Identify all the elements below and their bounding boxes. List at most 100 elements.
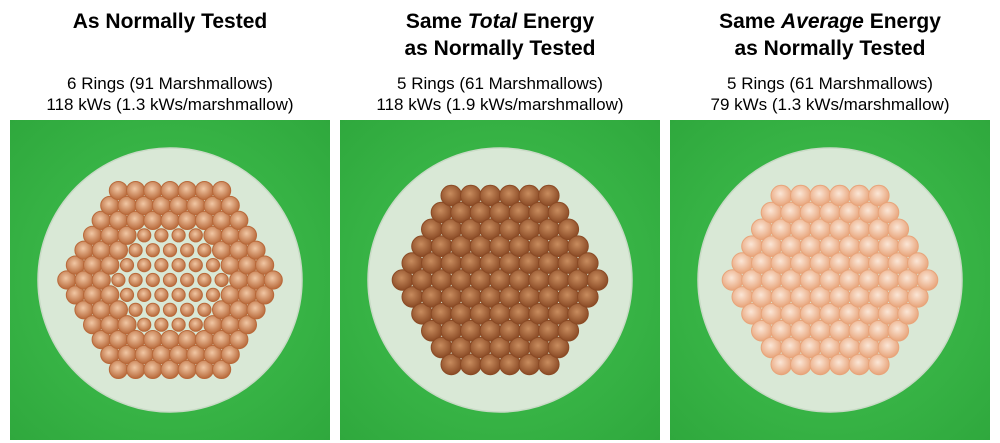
marshmallow (108, 240, 129, 260)
marshmallow (237, 315, 257, 335)
marshmallow (154, 287, 169, 302)
marshmallow (180, 272, 195, 288)
energy-label: 118 kWs (1.3 kWs/marshmallow) (46, 95, 294, 114)
ring-count-label: 6 Rings (91 Marshmallows) (67, 74, 273, 93)
marshmallow (188, 317, 203, 332)
marshmallow-photo (10, 120, 330, 440)
marshmallow (171, 228, 186, 243)
marshmallow-photo (670, 120, 990, 440)
marshmallow (119, 258, 135, 273)
marshmallow (137, 287, 152, 302)
marshmallow-tray-image (697, 147, 963, 413)
marshmallow (180, 302, 195, 317)
marshmallow (137, 258, 152, 273)
marshmallow (220, 344, 240, 365)
marshmallow (128, 272, 143, 288)
marshmallow (145, 243, 160, 258)
marshmallow (887, 218, 910, 241)
marshmallow (171, 287, 186, 302)
marshmallow (237, 225, 257, 245)
marshmallow (246, 240, 266, 260)
panel-same-total: Same Total Energy as Normally Tested 5 R… (340, 0, 660, 443)
marshmallow (205, 287, 221, 302)
energy-label: 79 kWs (1.3 kWs/marshmallow) (710, 95, 950, 114)
marshmallow (154, 317, 169, 332)
marshmallow (111, 272, 126, 288)
panel-stats: 5 Rings (61 Marshmallows) 79 kWs (1.3 kW… (670, 73, 990, 115)
marshmallow (897, 235, 919, 257)
marshmallow (907, 252, 929, 274)
title-emphasis: Total (467, 10, 518, 33)
marshmallow-tray-image (367, 147, 633, 413)
marshmallow (567, 303, 589, 325)
marshmallow (137, 228, 152, 243)
marshmallow (887, 319, 910, 342)
marshmallow (197, 243, 212, 258)
panel-title-line-2: as Normally Tested (404, 37, 596, 60)
panel-stats: 5 Rings (61 Marshmallows) 118 kWs (1.9 k… (340, 73, 660, 115)
energy-label: 118 kWs (1.9 kWs/marshmallow) (376, 95, 624, 114)
marshmallow (171, 317, 186, 332)
panel-title-line-1: As Normally Tested (72, 10, 268, 33)
marshmallow (171, 258, 186, 273)
marshmallow (154, 228, 169, 243)
panel-title-line-1: Same Average Energy (719, 10, 941, 33)
marshmallow (212, 181, 232, 201)
marshmallow (188, 287, 203, 302)
marshmallow-tray-image (37, 147, 303, 413)
marshmallow (119, 287, 135, 302)
marshmallow (229, 210, 249, 231)
marshmallow (246, 300, 266, 320)
ring-count-label: 5 Rings (61 Marshmallows) (397, 74, 603, 93)
marshmallow (180, 243, 195, 258)
marshmallow (916, 269, 939, 291)
marshmallow (188, 258, 203, 273)
marshmallow (108, 300, 129, 320)
marshmallow-photo (340, 120, 660, 440)
marshmallow (188, 228, 203, 243)
panel-title: Same Total Energy as Normally Tested (340, 8, 660, 62)
marshmallow (117, 315, 137, 335)
marshmallow (586, 269, 609, 291)
panel-normal: As Normally Tested 6 Rings (91 Marshmall… (10, 0, 330, 443)
panel-title: Same Average Energy as Normally Tested (670, 8, 990, 62)
panel-title-line-2: as Normally Tested (734, 37, 926, 60)
marshmallow (547, 201, 570, 224)
marshmallow (255, 285, 275, 305)
marshmallow (162, 302, 178, 317)
marshmallow (214, 272, 229, 288)
marshmallow (162, 272, 178, 288)
marshmallow (128, 243, 143, 258)
marshmallow (197, 272, 212, 288)
marshmallow (154, 258, 169, 273)
marshmallow (255, 255, 275, 275)
marshmallow (117, 225, 137, 245)
marshmallow (145, 272, 160, 288)
marshmallow (128, 302, 143, 317)
marshmallow-cluster (721, 184, 939, 376)
title-emphasis: Average (780, 10, 864, 33)
marshmallow (577, 286, 599, 308)
marshmallow (567, 235, 589, 257)
marshmallow (877, 201, 900, 224)
marshmallow (577, 252, 599, 274)
marshmallow-cluster (391, 184, 609, 376)
marshmallow (220, 195, 240, 216)
marshmallow (557, 319, 580, 342)
marshmallow (907, 286, 929, 308)
panel-same-average: Same Average Energy as Normally Tested 5… (670, 0, 990, 443)
marshmallow (145, 302, 160, 317)
marshmallow (137, 317, 152, 332)
marshmallow (868, 184, 890, 207)
marshmallow (897, 303, 919, 325)
marshmallow (162, 243, 178, 258)
marshmallow (868, 353, 890, 376)
marshmallow (197, 302, 212, 317)
marshmallow (205, 258, 221, 273)
panel-title-line-1: Same Total Energy (405, 10, 595, 33)
panel-title: As Normally Tested (10, 8, 330, 35)
marshmallow (100, 255, 120, 275)
marshmallow-cluster (57, 181, 283, 379)
ring-count-label: 5 Rings (61 Marshmallows) (727, 74, 933, 93)
panel-stats: 6 Rings (91 Marshmallows) 118 kWs (1.3 k… (10, 73, 330, 115)
